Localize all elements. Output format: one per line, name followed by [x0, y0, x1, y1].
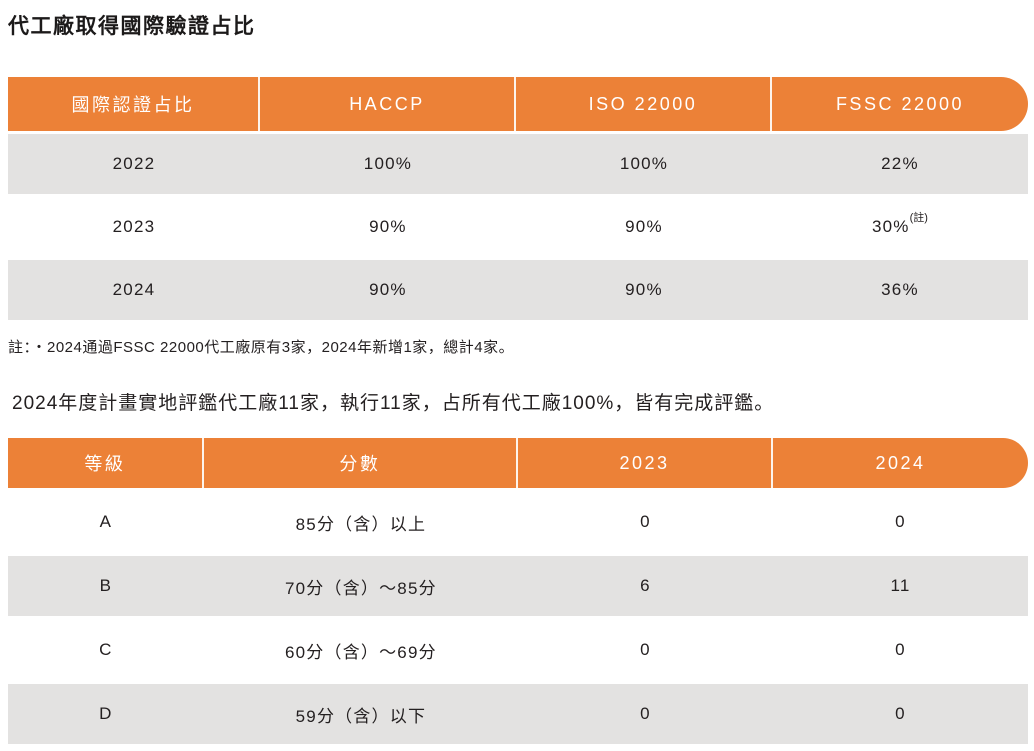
count-2023-cell: 0 [640, 704, 651, 723]
score-range-cell: 60分（含）～69分 [284, 642, 437, 662]
table-row-grade-b: B 70分（含）～85分 6 11 [8, 556, 1028, 616]
grade-cell: B [99, 576, 113, 595]
score-range-cell: 59分（含）以下 [295, 706, 427, 726]
haccp-value-cell: 90% [369, 280, 407, 299]
table-row-grade-c: C 60分（含）～69分 0 0 [8, 620, 1028, 680]
year-cell: 2023 [112, 217, 156, 236]
count-2023-cell: 6 [640, 576, 651, 595]
iso-value-cell: 100% [619, 154, 669, 173]
grade-cell: A [99, 512, 113, 531]
certification-table: 國際認證占比 HACCP ISO 22000 FSSC 22000 2022 1… [8, 77, 1028, 320]
grading-table: 等級 分數 2023 2024 A 85分（含）以上 0 0 B 70分（含）～… [8, 438, 1028, 744]
count-2024-cell: 0 [895, 704, 906, 723]
certification-table-header: 國際認證占比 HACCP ISO 22000 FSSC 22000 [8, 77, 1028, 131]
fssc-value-cell: 36% [772, 260, 1028, 320]
table-row-2023: 2023 90% 90% 30% (註) [8, 197, 1028, 257]
haccp-value-cell: 90% [369, 217, 407, 236]
haccp-value-cell: 100% [363, 154, 413, 173]
certification-table-body: 2022 100% 100% 22% 2023 90% 90% 30% (註) 2… [8, 134, 1028, 320]
header-cell-haccp: HACCP [260, 77, 516, 131]
table-row-grade-a: A 85分（含）以上 0 0 [8, 492, 1028, 552]
header-cell-2023: 2023 [518, 438, 773, 488]
score-range-cell: 85分（含）以上 [295, 514, 427, 534]
table-row-2024: 2024 90% 90% 36% [8, 260, 1028, 320]
page-title: 代工廠取得國際驗證占比 [8, 15, 256, 38]
grade-cell: C [99, 640, 113, 659]
fssc-value: 36% [881, 280, 919, 299]
header-cell-grade: 等級 [8, 438, 204, 488]
header-cell-certification: 國際認證占比 [8, 77, 260, 131]
header-cell-iso22000: ISO 22000 [516, 77, 772, 131]
fssc-value: 30% [872, 217, 910, 236]
header-cell-score: 分數 [204, 438, 518, 488]
fssc-value-cell: 22% [772, 134, 1028, 194]
footnote-text: 註：‧2024通過FSSC 22000代工廠原有3家，2024年新增1家，總計4… [8, 339, 515, 356]
iso-value-cell: 90% [625, 280, 663, 299]
grade-cell: D [99, 704, 113, 723]
count-2024-cell: 11 [890, 576, 911, 595]
table-row-2022: 2022 100% 100% 22% [8, 134, 1028, 194]
report-page: 代工廠取得國際驗證占比 國際認證占比 HACCP ISO 22000 FSSC … [0, 10, 1034, 751]
fssc-value-cell: 30% (註) [772, 197, 1028, 257]
year-cell: 2024 [112, 280, 156, 299]
fssc-value: 22% [881, 154, 919, 173]
header-cell-fssc22000: FSSC 22000 [835, 93, 964, 114]
table-row-grade-d: D 59分（含）以下 0 0 [8, 684, 1028, 744]
count-2023-cell: 0 [640, 512, 651, 531]
count-2023-cell: 0 [640, 640, 651, 659]
count-2024-cell: 0 [895, 640, 906, 659]
evaluation-paragraph: 2024年度計畫實地評鑑代工廠11家，執行11家，占所有代工廠100%，皆有完成… [12, 393, 775, 414]
header-cell-2024: 2024 [875, 452, 926, 473]
iso-value-cell: 90% [625, 217, 663, 236]
score-range-cell: 70分（含）～85分 [284, 578, 437, 598]
grading-table-header: 等級 分數 2023 2024 [8, 438, 1028, 488]
footnote-marker: (註) [909, 212, 928, 224]
count-2024-cell: 0 [895, 512, 906, 531]
year-cell: 2022 [112, 154, 156, 173]
grading-table-body: A 85分（含）以上 0 0 B 70分（含）～85分 6 11 C 60分（含… [8, 492, 1028, 744]
